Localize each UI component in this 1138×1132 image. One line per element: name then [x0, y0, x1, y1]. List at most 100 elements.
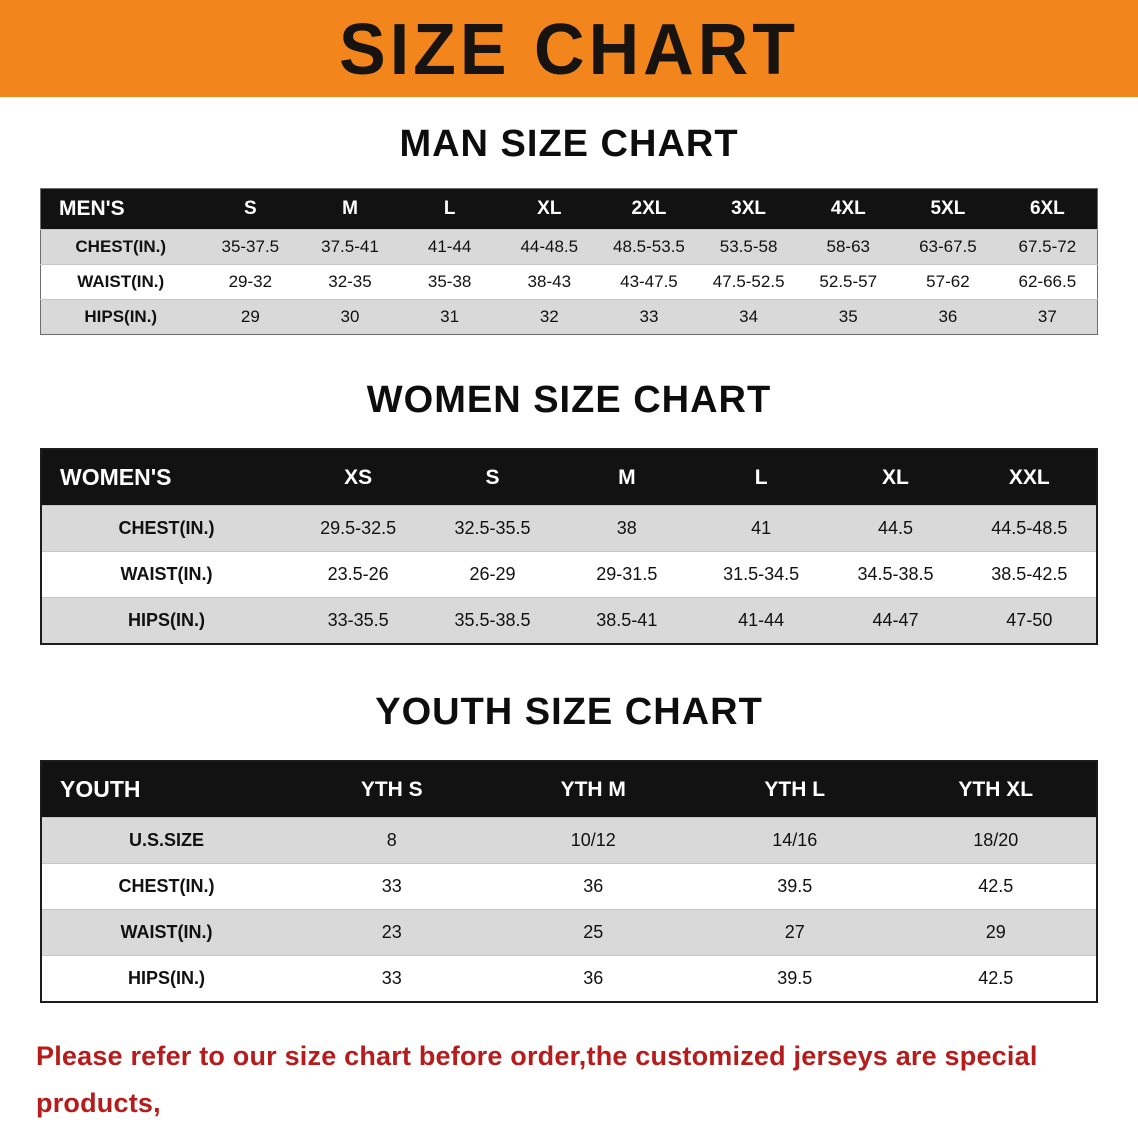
table-cell: 33-35.5	[327, 610, 389, 630]
header-row: MEN'S S M L XL 2XL 3XL 4XL 5XL 6XL	[40, 188, 1098, 230]
row-label: CHEST(IN.)	[75, 237, 167, 256]
youth-section-heading: YOUTH SIZE CHART	[375, 691, 763, 733]
section-youth: YOUTH SIZE CHART YOUTH YTH S YTH M YTH L YTH…	[0, 691, 1138, 1003]
column-header: XS	[291, 449, 426, 506]
table-cell: 63-67.5	[919, 237, 977, 256]
table-row: CHEST(IN.) 29.5-32.5 32.5-35.5 38 41 44.5 44.5…	[41, 505, 1097, 552]
column-header: M	[559, 449, 694, 506]
table-cell: 33	[381, 876, 402, 896]
row-label: CHEST(IN.)	[118, 518, 215, 538]
row-label: WAIST(IN.)	[120, 922, 213, 942]
table-cell: 30	[340, 307, 360, 326]
table-cell: 27	[784, 922, 805, 942]
table-row: HIPS(IN.) 33 36 39.5 42.5	[41, 955, 1097, 1002]
table-cell: 39.5	[777, 876, 813, 896]
table-cell: 41-44	[738, 610, 785, 630]
disclaimer: Please refer to our size chart before or…	[36, 1033, 1108, 1132]
table-cell: 23.5-26	[327, 564, 389, 584]
row-label: CHEST(IN.)	[118, 876, 215, 896]
column-header: L	[693, 449, 829, 506]
table-cell: 44-48.5	[520, 237, 579, 256]
row-label: HIPS(IN.)	[127, 968, 205, 988]
table-cell: 33	[381, 968, 402, 988]
table-cell: 23	[381, 922, 402, 942]
table-cell: 29	[985, 922, 1006, 942]
table-cell: 41-44	[427, 237, 472, 256]
table-row: HIPS(IN.) 29 30 31 32 33 34 35 36 37	[40, 299, 1098, 335]
table-cell: 35-37.5	[221, 237, 280, 256]
column-header: YTH S	[291, 761, 493, 818]
table-cell: 44-47	[872, 610, 919, 630]
column-header: YTH M	[492, 761, 694, 818]
table-row: CHEST(IN.) 33 36 39.5 42.5	[41, 863, 1097, 910]
table-cell: 25	[583, 922, 604, 942]
column-header: 6XL	[997, 188, 1098, 230]
table-cell: 53.5-58	[719, 237, 778, 256]
table-cell: 36	[583, 876, 604, 896]
table-cell: 42.5	[978, 968, 1014, 988]
column-header: XL	[828, 449, 963, 506]
table-title-cell: WOMEN'S	[41, 449, 291, 506]
table-title-cell: MEN'S	[40, 188, 201, 230]
table-cell: 38.5-41	[596, 610, 658, 630]
table-cell: 38.5-42.5	[991, 564, 1068, 584]
table-cell: 32.5-35.5	[454, 518, 531, 538]
table-cell: 29-31.5	[596, 564, 658, 584]
table-cell: 8	[386, 830, 397, 850]
table-cell: 37	[1037, 307, 1057, 326]
table-cell: 32	[539, 307, 559, 326]
table-row: HIPS(IN.) 33-35.5 35.5-38.5 38.5-41 41-44 44-…	[41, 597, 1097, 644]
table-row: WAIST(IN.) 23.5-26 26-29 29-31.5 31.5-34.5 34…	[41, 551, 1097, 598]
table-cell: 42.5	[978, 876, 1014, 896]
table-cell: 62-66.5	[1018, 272, 1077, 291]
section-men: MAN SIZE CHART MEN'S S M L XL 2XL 3XL 4XL 5XL 6XL…	[0, 123, 1138, 335]
row-label: WAIST(IN.)	[77, 272, 165, 291]
table-cell: 35-38	[427, 272, 472, 291]
table-cell: 38	[616, 518, 637, 538]
row-label: WAIST(IN.)	[120, 564, 213, 584]
column-header: XL	[499, 188, 600, 230]
table-cell: 47-50	[1006, 610, 1053, 630]
table-cell: 18/20	[973, 830, 1019, 850]
table-cell: 43-47.5	[620, 272, 678, 291]
table-cell: 31.5-34.5	[723, 564, 800, 584]
disclaimer-line-2: we don't accept cancel, change, teturn o…	[36, 1128, 1108, 1132]
table-row: U.S.SIZE 8 10/12 14/16 18/20	[41, 817, 1097, 864]
column-header: S	[425, 449, 560, 506]
table-cell: 44.5-48.5	[991, 518, 1068, 538]
table-cell: 52.5-57	[819, 272, 878, 291]
table-cell: 48.5-53.5	[613, 237, 685, 256]
table-cell: 57-62	[926, 272, 970, 291]
table-cell: 14/16	[772, 830, 818, 850]
table-cell: 58-63	[826, 237, 870, 256]
youth-size-table: YOUTH YTH S YTH M YTH L YTH XL U.S.SIZE 8 10/12…	[40, 760, 1098, 1003]
column-header: S	[200, 188, 301, 230]
men-section-heading: MAN SIZE CHART	[399, 123, 739, 165]
men-size-table: MEN'S S M L XL 2XL 3XL 4XL 5XL 6XL CHEST(IN.) 35-37…	[40, 188, 1098, 335]
table-cell: 33	[639, 307, 659, 326]
header-row: WOMEN'S XS S M L XL XXL	[41, 449, 1097, 506]
table-cell: 34	[739, 307, 759, 326]
table-row: WAIST(IN.) 23 25 27 29	[41, 909, 1097, 956]
table-title-cell: YOUTH	[41, 761, 291, 818]
women-size-table: WOMEN'S XS S M L XL XXL CHEST(IN.) 29.5-32.5 32.5…	[40, 448, 1098, 645]
table-cell: 35.5-38.5	[454, 610, 531, 630]
column-header: 2XL	[599, 188, 699, 230]
row-label: HIPS(IN.)	[84, 307, 158, 326]
row-label: HIPS(IN.)	[127, 610, 205, 630]
table-cell: 47.5-52.5	[712, 272, 785, 291]
table-cell: 44.5	[877, 518, 913, 538]
disclaimer-line-1: Please refer to our size chart before or…	[36, 1041, 1038, 1119]
table-cell: 10/12	[570, 830, 616, 850]
column-header: YTH XL	[895, 761, 1097, 818]
column-header: 5XL	[898, 188, 998, 230]
page-title: SIZE CHART	[339, 7, 799, 90]
table-cell: 29.5-32.5	[320, 518, 397, 538]
table-cell: 34.5-38.5	[857, 564, 934, 584]
banner: SIZE CHART	[0, 0, 1138, 97]
row-label: U.S.SIZE	[128, 830, 204, 850]
column-header: 3XL	[698, 188, 799, 230]
table-row: WAIST(IN.) 29-32 32-35 35-38 38-43 43-47.5 47.…	[40, 264, 1098, 300]
table-row: CHEST(IN.) 35-37.5 37.5-41 41-44 44-48.5 48.5…	[40, 229, 1098, 265]
